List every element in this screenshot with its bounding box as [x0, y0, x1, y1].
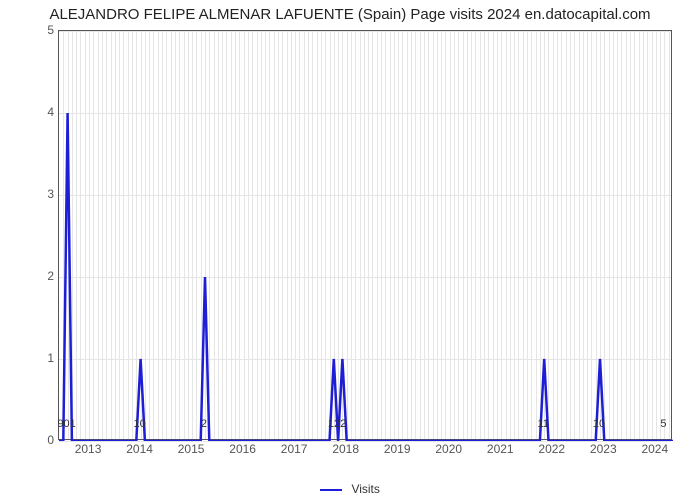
x-tick-label: 2024: [641, 442, 668, 456]
x-tick-label: 2023: [590, 442, 617, 456]
x-tick-label: 2022: [538, 442, 565, 456]
chart-plot-area: [58, 30, 672, 440]
x-tick-label: 2017: [281, 442, 308, 456]
x-tick-label: 2013: [75, 442, 102, 456]
peak-value-label: 11: [537, 418, 548, 430]
y-tick-label: 0: [40, 434, 54, 446]
x-tick-label: 2020: [435, 442, 462, 456]
peak-value-label: 122: [328, 418, 346, 430]
x-tick-label: 2021: [487, 442, 514, 456]
peak-value-label: 5: [660, 418, 666, 430]
x-tick-label: 2014: [126, 442, 153, 456]
y-tick-label: 1: [40, 352, 54, 364]
line-series: [59, 31, 673, 441]
x-tick-label: 2015: [178, 442, 205, 456]
y-tick-label: 4: [40, 106, 54, 118]
peak-value-label: 901: [57, 418, 75, 430]
y-tick-label: 2: [40, 270, 54, 282]
x-tick-label: 2018: [332, 442, 359, 456]
x-tick-label: 2019: [384, 442, 411, 456]
legend-swatch: [320, 489, 342, 491]
y-tick-label: 5: [40, 24, 54, 36]
peak-value-label: 10: [593, 418, 605, 430]
peak-value-label: 10: [133, 418, 145, 430]
legend-label: Visits: [351, 482, 379, 496]
x-tick-label: 2016: [229, 442, 256, 456]
y-tick-label: 3: [40, 188, 54, 200]
chart-title: ALEJANDRO FELIPE ALMENAR LAFUENTE (Spain…: [0, 6, 700, 23]
peak-value-label: 2: [201, 418, 207, 430]
chart-legend: Visits: [0, 482, 700, 496]
